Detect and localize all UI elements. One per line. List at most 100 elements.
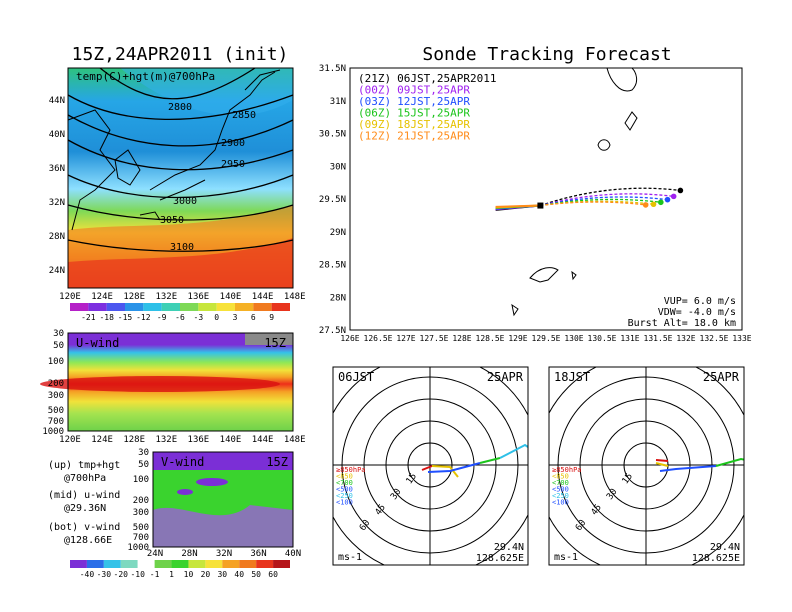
vwind-colorbar-swatch [120, 560, 138, 568]
track-lon-tick-6: 129E [508, 334, 527, 343]
contour-label-2900: 2900 [221, 138, 245, 149]
temp-colorbar-swatch [180, 303, 199, 311]
hodoLeft-unit: ms-1 [338, 552, 362, 563]
temp-lon-tick-5: 140E [220, 292, 242, 302]
hodoLeft-level-label-5: <100 [336, 499, 353, 507]
hodoRight-rings [549, 367, 744, 565]
vwind-upper [153, 452, 293, 470]
hodoLeft-lat: 29.4N [494, 542, 524, 553]
right-title: Sonde Tracking Forecast [422, 44, 671, 65]
track-legend-tag-2: (03Z) [358, 95, 391, 108]
track-lon-tick-0: 126E [340, 334, 359, 343]
vwind-p-tick-0: 30 [138, 448, 149, 458]
hodoRight-level-label-1: <850 [552, 473, 569, 481]
contour-label-2950: 2950 [221, 159, 245, 170]
track-lat-tick-2: 30.5N [319, 130, 346, 140]
uwind-lon-tick-0: 120E [59, 435, 81, 445]
vwind-colorbar-label-6: 10 [184, 570, 194, 579]
track-panel: (21Z) 06JST,25APR2011(00Z) 09JST,25APR(03Z… [319, 64, 752, 343]
hodoRight-unit: ms-1 [554, 552, 578, 563]
hodoLeft-rings [333, 367, 528, 565]
height-contours [67, 67, 294, 252]
hodoRight-ring-label-0: 15 [621, 472, 635, 487]
vwind-colorbar-swatch [256, 560, 274, 568]
track-legend-text-2: 12JST,25APR [397, 95, 470, 108]
track-end-point-5 [642, 202, 649, 208]
hodo-trace-2 [659, 465, 717, 472]
temp-lat-ticks: 44N 40N 36N 32N 28N 24N [49, 96, 65, 276]
legend-line-3: (mid) u-wind [48, 490, 120, 501]
vwind-colorbar-label-4: -1 [150, 570, 160, 579]
track-lat-tick-0: 31.5N [319, 64, 346, 74]
track-lon-tick-7: 129.5E [532, 334, 561, 343]
vwind-colorbar-swatch [103, 560, 121, 568]
track-lon-tick-11: 131.5E [644, 334, 673, 343]
vwind-lat-tick-4: 40N [285, 549, 301, 559]
temp-map-frame [67, 67, 294, 289]
contour-label-3050: 3050 [160, 215, 184, 226]
track-end-point-4 [650, 201, 657, 208]
vwind-colorbar-swatch [188, 560, 206, 568]
hodo-trace-0 [421, 465, 433, 471]
vwind-colorbar-swatch [70, 560, 87, 568]
vwind-colorbar-swatch [86, 560, 104, 568]
track-lon-tick-14: 133E [732, 334, 751, 343]
temp-colorbar-label-0: -21 [81, 313, 96, 322]
vwind-p-tick-3: 200 [133, 496, 149, 506]
track-lon-ticks: 126E 126.5E 127E 127.5E 128E 128.5E 129E 129.5E… [340, 334, 751, 343]
track-legend-tag-3: (06Z) [358, 107, 391, 120]
temp-colorbar-swatch [88, 303, 107, 311]
temp-colorbar-label-9: 6 [251, 313, 256, 322]
uwind-p-tick-5: 500 [48, 406, 64, 416]
temp-lon-tick-3: 132E [155, 292, 177, 302]
hodoLeft-frame [332, 366, 529, 566]
temp-colorbar-label-1: -18 [99, 313, 114, 322]
vwind-colorbar-swatch [239, 560, 257, 568]
hodoRight-ring-label-3: 60 [574, 518, 588, 533]
hodoRight-level-label-2: <700 [552, 479, 569, 487]
uwind-p-tick-6: 700 [48, 417, 64, 427]
temp-lat-tick-1: 40N [49, 130, 65, 140]
vwind-time: 15Z [266, 455, 288, 469]
track-legend-text-5: 21JST,25APR [397, 130, 470, 143]
cold-region [120, 68, 293, 116]
hodoRight-lon: 128.625E [692, 553, 740, 564]
hodoRight-level-label-5: <100 [552, 499, 569, 507]
track-legend-tag-5: (12Z) [358, 130, 391, 143]
temp-colorbar-swatch [70, 303, 89, 311]
vwind-p-tick-7: 1000 [127, 543, 149, 553]
track-legend-text-3: 15JST,25APR [397, 107, 470, 120]
hodoLeft-ring-label-0: 15 [405, 472, 419, 487]
uwind-frame [67, 332, 294, 432]
burst-text: Burst Alt= 18.0 km [628, 318, 736, 329]
hodo-trace-4 [499, 443, 528, 459]
temp-colorbar-swatch [198, 303, 217, 311]
vwind-colorbar-swatch [154, 560, 172, 568]
track-legend-entry-4: (09Z) 18JST,25APR [358, 118, 470, 131]
temp-lat-tick-4: 28N [49, 232, 65, 242]
vwind-colorbar-label-5: 1 [169, 570, 174, 579]
uwind-lon-tick-3: 132E [155, 435, 177, 445]
temp-lon-tick-4: 136E [188, 292, 210, 302]
temp-colorbar-swatch [271, 303, 290, 311]
vwind-colorbar-label-11: 60 [268, 570, 278, 579]
hodo-trace-3 [715, 457, 744, 467]
left-title: 15Z,24APR2011 (init) [72, 44, 289, 65]
track-end-point-2 [664, 196, 671, 203]
track-lon-tick-9: 130.5E [588, 334, 617, 343]
vwind-colorbar-label-8: 30 [217, 570, 227, 579]
legend-line-4: @29.36N [64, 503, 106, 514]
temp-colorbar-label-10: 9 [269, 313, 274, 322]
track-legend: (21Z) 06JST,25APR2011(00Z) 09JST,25APR(03Z… [358, 72, 496, 143]
temp-colorbar-swatch [161, 303, 180, 311]
legend-line-5: (bot) v-wind [48, 522, 120, 533]
vwind-colorbar-label-2: -20 [114, 570, 129, 579]
track-dashed-5 [540, 201, 646, 207]
vwind-colorbar: -40 -30 -20 -10 -1 1 10 20 30 40 50 60 [70, 560, 290, 579]
vwind-lower [153, 505, 293, 547]
hodoLeft-level-label-2: <700 [336, 479, 353, 487]
track-lon-tick-3: 127.5E [420, 334, 449, 343]
vwind-p-tick-5: 500 [133, 523, 149, 533]
legend-line-6: @128.66E [64, 535, 112, 546]
